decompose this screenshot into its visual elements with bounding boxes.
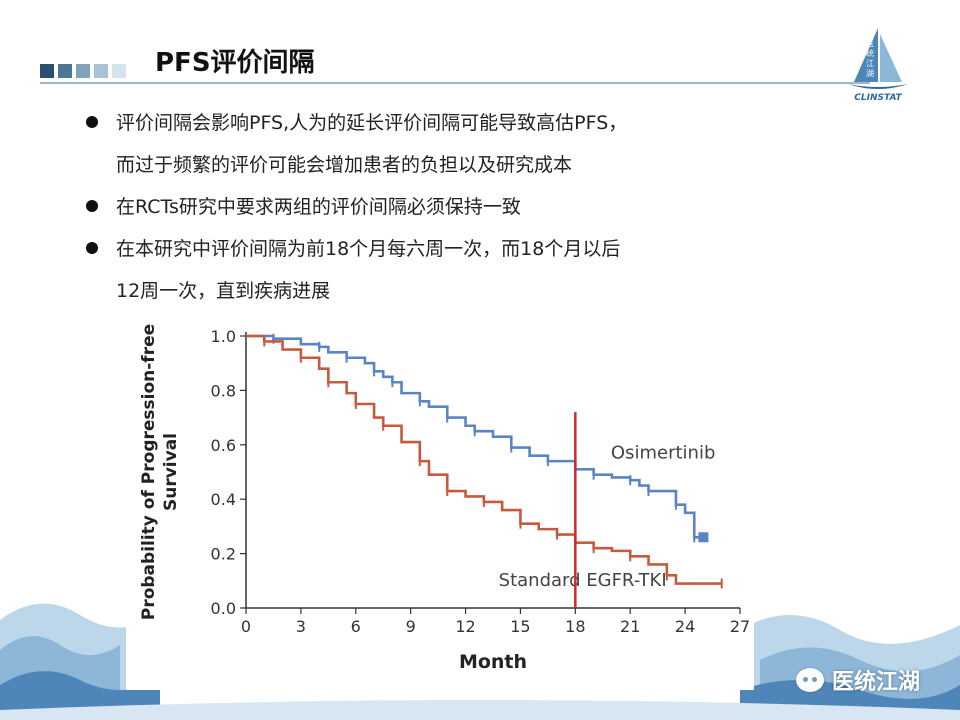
series-line-osimertinib	[246, 334, 704, 539]
x-tick-label: 0	[241, 617, 251, 636]
watermark-text: 医统江湖	[832, 670, 921, 695]
chart-axes: 0 3 6 9 12 15 18 21 24 27 0.0 0.2 0.4 0.6 0.8 1.0	[211, 327, 751, 636]
y-tick-label: 0.0	[211, 599, 236, 618]
y-axis-label-line2: Survival	[161, 433, 181, 511]
title-square	[94, 64, 108, 78]
series-line-standard-egfr-tki	[246, 334, 722, 585]
bullet-line: 而过于频繁的评价可能会增加患者的负担以及研究成本	[116, 154, 573, 176]
title-divider	[40, 82, 870, 84]
logo-char: 统	[866, 48, 874, 58]
logo-text: CLINSTAT	[854, 93, 902, 103]
y-tick-label: 0.8	[211, 381, 236, 400]
x-axis-label: Month	[459, 651, 527, 673]
y-tick-label: 0.2	[211, 545, 236, 564]
wechat-icon	[796, 668, 824, 692]
title-squares	[40, 64, 126, 78]
title-bar: PFS评价间隔	[40, 38, 870, 88]
x-tick-label: 21	[620, 617, 640, 636]
series-label-osimertinib: Osimertinib	[611, 442, 715, 463]
logo-char: 医	[866, 39, 874, 48]
series-end-marker	[698, 532, 709, 543]
bullet-list: 评价间隔会影响PFS,人为的延长评价间隔可能导致高估PFS， 而过于频繁的评价可…	[80, 110, 780, 320]
y-tick-label: 0.6	[211, 436, 236, 455]
logo-char: 湖	[866, 69, 874, 78]
logo-char: 江	[866, 59, 874, 68]
bullet-item: 评价间隔会影响PFS,人为的延长评价间隔可能导致高估PFS， 而过于频繁的评价可…	[80, 110, 780, 178]
x-tick-label: 3	[296, 617, 306, 636]
watermark: 医统江湖	[796, 664, 920, 696]
bullet-dot-icon	[86, 200, 98, 212]
bullet-dot-icon	[86, 242, 98, 254]
y-tick-label: 1.0	[211, 327, 236, 346]
bullet-line: 在本研究中评价间隔为前18个月每六周一次，而18个月以后	[116, 238, 621, 260]
x-tick-label: 27	[730, 617, 750, 636]
bullet-line: 评价间隔会影响PFS,人为的延长评价间隔可能导致高估PFS，	[116, 112, 628, 134]
x-tick-label: 6	[351, 617, 361, 636]
title-square	[112, 64, 126, 78]
series-label-standard: Standard EGFR-TKI	[499, 570, 667, 591]
x-tick-label: 15	[510, 617, 530, 636]
bullet-item: 在RCTs研究中要求两组的评价间隔必须保持一致	[80, 194, 780, 220]
x-tick-label: 24	[675, 617, 695, 636]
x-tick-label: 12	[455, 617, 475, 636]
chart-series: Osimertinib Standard EGFR-TKI	[246, 333, 723, 608]
bullet-item: 在本研究中评价间隔为前18个月每六周一次，而18个月以后 12周一次，直到疾病进…	[80, 236, 780, 304]
bullet-dot-icon	[86, 116, 98, 128]
y-axis-label: Probability of Progression-free	[139, 324, 159, 620]
bullet-line: 12周一次，直到疾病进展	[116, 280, 331, 302]
clinstat-logo: 医 统 江 湖 CLINSTAT	[848, 28, 908, 103]
y-tick-label: 0.4	[211, 490, 236, 509]
title-square	[76, 64, 90, 78]
x-tick-label: 9	[406, 617, 416, 636]
km-survival-chart: 0 3 6 9 12 15 18 21 24 27 0.0 0.2 0.4 0.6 0.8 1.0 Osime…	[126, 318, 754, 690]
bullet-line: 在RCTs研究中要求两组的评价间隔必须保持一致	[116, 196, 521, 218]
slide-title: PFS评价间隔	[155, 48, 315, 78]
title-square	[40, 64, 54, 78]
title-square	[58, 64, 72, 78]
x-tick-label: 18	[565, 617, 585, 636]
